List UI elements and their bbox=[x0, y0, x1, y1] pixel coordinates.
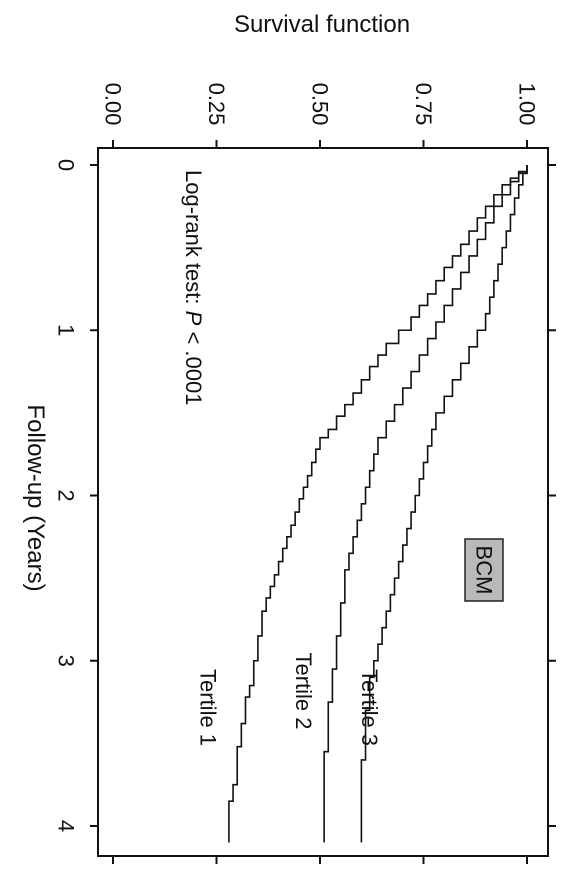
bcm-badge: BCM bbox=[464, 538, 504, 602]
badge-label: BCM bbox=[472, 546, 497, 595]
logrank-annotation: Log-rank test: P < .0001 bbox=[181, 170, 206, 405]
annotation-p-symbol: P bbox=[181, 311, 206, 326]
x-tick-label: 0 bbox=[54, 159, 79, 171]
y-tick-label: 1.00 bbox=[515, 83, 540, 126]
y-tick-label: 0.75 bbox=[411, 83, 436, 126]
survival-curve bbox=[360, 165, 528, 843]
y-tick-label: 0.50 bbox=[308, 83, 333, 126]
plot-frame bbox=[97, 147, 549, 857]
series-label-tertile-2: Tertile 2 bbox=[291, 652, 316, 729]
badge-background bbox=[464, 538, 504, 602]
axis-ticks: 0.00 0.25 0.50 0.75 1.00 0 1 2 3 4 bbox=[54, 83, 556, 864]
x-tick-label: 3 bbox=[54, 655, 79, 667]
annotation-prefix: Log-rank test: bbox=[181, 170, 206, 311]
annotation-suffix: < .0001 bbox=[181, 325, 206, 405]
y-axis-title: Survival function bbox=[234, 11, 410, 38]
series-label-tertile-3: Tertile 3 bbox=[357, 669, 382, 746]
x-tick-label: 4 bbox=[54, 820, 79, 832]
survival-curve bbox=[228, 165, 528, 843]
series-label-tertile-1: Tertile 1 bbox=[196, 669, 221, 746]
y-tick-label: 0.00 bbox=[101, 83, 126, 126]
plot-area bbox=[97, 147, 549, 857]
series-group bbox=[228, 165, 528, 843]
survival-curve bbox=[323, 165, 528, 843]
x-tick-label: 2 bbox=[54, 489, 79, 501]
x-axis-title: Follow-up (Years) bbox=[22, 404, 49, 591]
y-tick-label: 0.25 bbox=[204, 83, 229, 126]
series-labels: Tertile 1 Tertile 2 Tertile 3 bbox=[196, 652, 382, 746]
x-tick-label: 1 bbox=[54, 324, 79, 336]
